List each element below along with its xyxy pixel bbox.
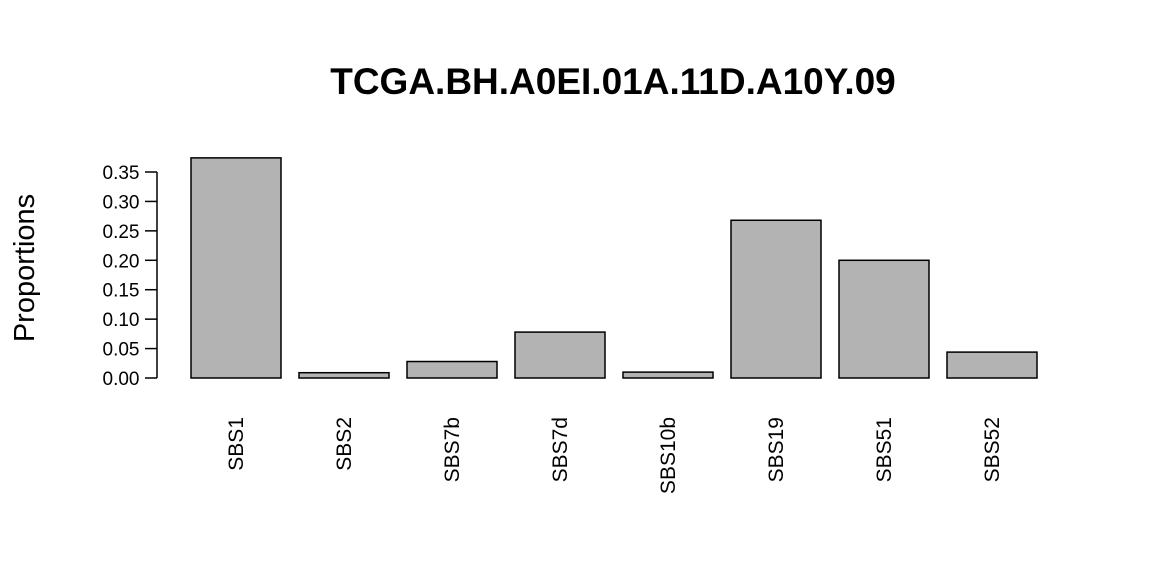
chart-title: TCGA.BH.A0EI.01A.11D.A10Y.09 bbox=[330, 61, 896, 102]
y-tick-label: 0.25 bbox=[103, 222, 140, 243]
bar-sbs7b bbox=[406, 360, 498, 379]
x-tick-label-sbs19: SBS19 bbox=[765, 417, 788, 482]
x-tick-labels: SBS1 SBS2 SBS7b SBS7d SBS10b SBS19 SBS51 SBS52 bbox=[225, 417, 1004, 494]
bars-group bbox=[190, 157, 1038, 379]
y-tick-label: 0.20 bbox=[103, 251, 140, 272]
y-axis: 0.00 0.05 0.10 0.15 0.20 0.25 0.30 0.35 bbox=[103, 163, 158, 390]
x-tick-label-sbs51: SBS51 bbox=[873, 417, 896, 482]
y-tick-label: 0.10 bbox=[103, 310, 140, 331]
bar-sbs10b bbox=[622, 371, 714, 379]
x-tick-label-sbs1: SBS1 bbox=[225, 417, 248, 471]
bar-sbs1 bbox=[190, 157, 282, 379]
bar-sbs19 bbox=[730, 219, 822, 379]
y-tick-label: 0.35 bbox=[103, 163, 140, 184]
bar-sbs52 bbox=[946, 351, 1038, 379]
x-tick-label-sbs52: SBS52 bbox=[981, 417, 1004, 482]
bar-sbs2 bbox=[298, 371, 390, 379]
bar-sbs7d bbox=[514, 331, 606, 379]
y-tick-label: 0.30 bbox=[103, 192, 140, 213]
x-tick-label-sbs7b: SBS7b bbox=[441, 417, 464, 482]
y-tick-label: 0.00 bbox=[103, 369, 140, 390]
y-axis-title: Proportions bbox=[9, 194, 41, 342]
x-tick-label-sbs2: SBS2 bbox=[333, 417, 356, 471]
bar-sbs51 bbox=[838, 259, 930, 379]
y-tick-label: 0.15 bbox=[103, 281, 140, 302]
y-tick-label: 0.05 bbox=[103, 340, 140, 361]
x-tick-label-sbs7d: SBS7d bbox=[549, 417, 572, 482]
x-tick-label-sbs10b: SBS10b bbox=[657, 417, 680, 494]
